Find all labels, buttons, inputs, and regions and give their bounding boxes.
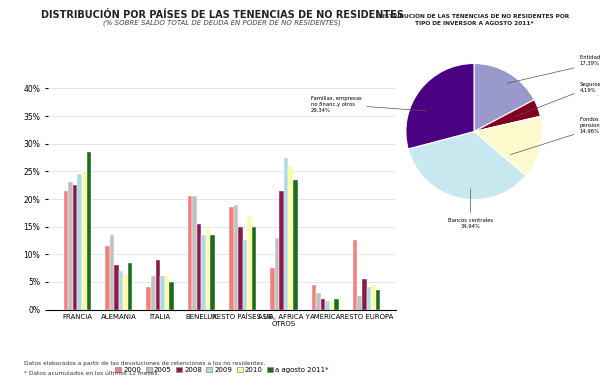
Bar [164, 276, 169, 310]
Bar [316, 293, 321, 310]
Text: Entidades financieras
17,39%: Entidades financieras 17,39% [508, 55, 600, 83]
Bar [73, 185, 77, 310]
Bar [247, 216, 252, 310]
Wedge shape [474, 116, 542, 176]
Bar [367, 288, 371, 310]
Bar [77, 174, 82, 310]
Text: DISTRIBUCIÓN POR PAÍSES DE LAS TENENCIAS DE NO RESIDENTES: DISTRIBUCIÓN POR PAÍSES DE LAS TENENCIAS… [41, 10, 403, 20]
Bar [280, 191, 284, 310]
Bar [119, 271, 123, 310]
Wedge shape [474, 100, 541, 132]
Bar [105, 246, 110, 310]
Text: Familias, empresas
no financ.y otros
29,34%: Familias, empresas no financ.y otros 29,… [311, 96, 427, 113]
Text: TIPO DE INVERSOR A AGOSTO 2011*: TIPO DE INVERSOR A AGOSTO 2011* [415, 21, 533, 26]
Bar [321, 298, 325, 310]
Bar [64, 191, 68, 310]
Bar [146, 288, 151, 310]
Text: * Datos acumulados en los últimos 12 meses.: * Datos acumulados en los últimos 12 mes… [24, 371, 160, 376]
Bar [211, 235, 215, 310]
Bar [110, 235, 114, 310]
Bar [206, 229, 211, 310]
Bar [238, 227, 242, 310]
Text: (% SOBRE SALDO TOTAL DE DEUDA EN PODER DE NO RESIDENTES): (% SOBRE SALDO TOTAL DE DEUDA EN PODER D… [103, 19, 341, 26]
Bar [155, 260, 160, 310]
Bar [197, 224, 202, 310]
Wedge shape [406, 63, 474, 149]
Text: Fondos inversión y
pensiones
14,96%: Fondos inversión y pensiones 14,96% [511, 116, 600, 154]
Bar [192, 196, 197, 310]
Bar [68, 182, 73, 310]
Bar [252, 227, 256, 310]
Bar [358, 296, 362, 310]
Bar [289, 166, 293, 310]
Text: Bancos centrales
34,94%: Bancos centrales 34,94% [448, 189, 493, 229]
Bar [284, 158, 289, 310]
Text: DISTRIBUCIÓN DE LAS TENENCIAS DE NO RESIDENTES POR: DISTRIBUCIÓN DE LAS TENENCIAS DE NO RESI… [379, 14, 569, 19]
Bar [293, 180, 298, 310]
Bar [151, 276, 155, 310]
Bar [202, 235, 206, 310]
Bar [325, 301, 330, 310]
Bar [229, 207, 233, 310]
Bar [242, 240, 247, 310]
Bar [128, 263, 133, 310]
Bar [271, 268, 275, 310]
Text: Seguros
4,19%: Seguros 4,19% [514, 82, 600, 117]
Bar [160, 276, 164, 310]
Bar [362, 279, 367, 310]
Legend: 2000, 2005, 2008, 2009, 2010, a agosto 2011*: 2000, 2005, 2008, 2009, 2010, a agosto 2… [112, 364, 332, 376]
Bar [233, 205, 238, 310]
Bar [123, 274, 128, 310]
Bar [371, 285, 376, 310]
Bar [353, 240, 358, 310]
Bar [86, 152, 91, 310]
Text: Datos elaborados a partir de las devoluciones de retenciones a los no residentes: Datos elaborados a partir de las devoluc… [24, 361, 265, 366]
Bar [114, 265, 119, 310]
Bar [376, 290, 380, 310]
Wedge shape [408, 132, 526, 200]
Bar [311, 285, 316, 310]
Bar [334, 298, 339, 310]
Bar [275, 238, 280, 310]
Bar [330, 301, 334, 310]
Bar [188, 196, 192, 310]
Wedge shape [474, 63, 534, 132]
Bar [169, 282, 173, 310]
Bar [82, 171, 86, 310]
